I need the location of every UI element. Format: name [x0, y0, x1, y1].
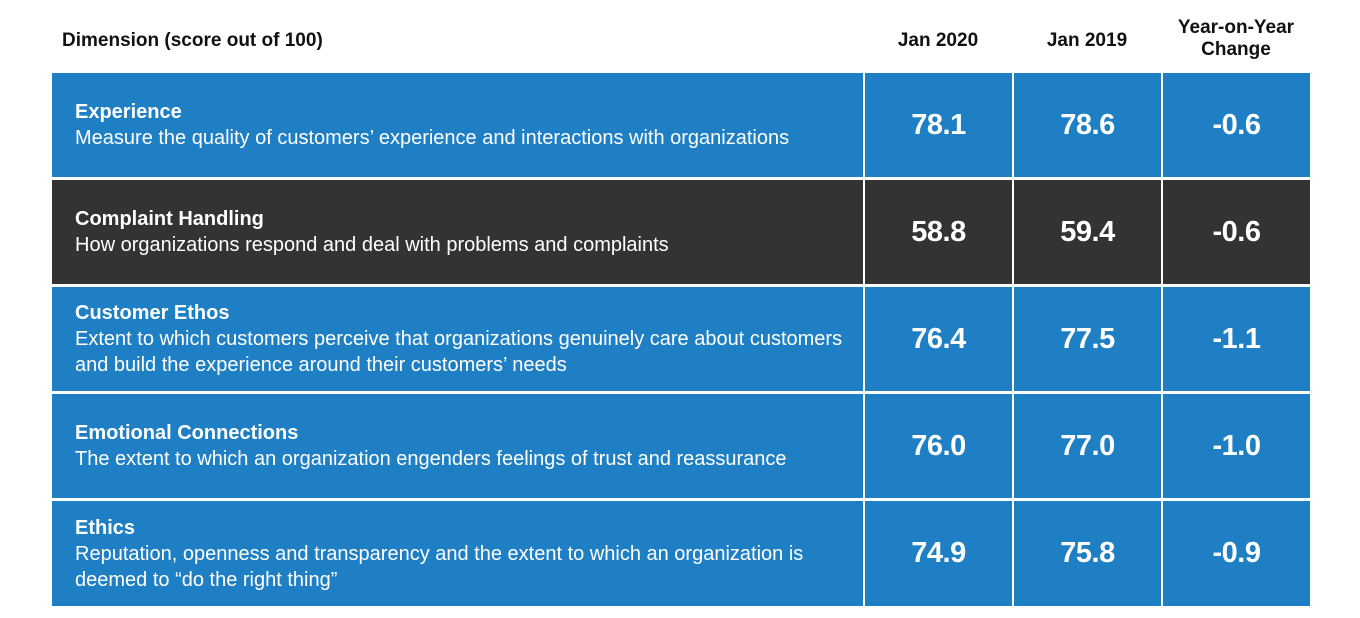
cell-jan-2019: 75.8: [1014, 501, 1161, 606]
header-yoy-line-1: Year-on-Year: [1177, 17, 1295, 38]
cell-jan-2019: 77.0: [1014, 394, 1161, 498]
cell-jan-2019: 59.4: [1014, 180, 1161, 284]
cell-jan-2019: 77.5: [1014, 287, 1161, 391]
header-yoy-line-2: Change: [1201, 39, 1271, 60]
table-row: Complaint Handling How organizations resp…: [52, 180, 1310, 284]
table-row: Emotional Connections The extent to which…: [52, 394, 1310, 498]
dimension-title: Customer Ethos: [75, 302, 230, 324]
cell-jan-2019: 78.6: [1014, 73, 1161, 177]
table-header: Dimension (score out of 100) Jan 2020 Ja…: [0, 0, 1360, 72]
cell-jan-2020: 76.0: [865, 394, 1012, 498]
cell-dimension: Customer Ethos Extent to which customers …: [52, 287, 863, 391]
cell-jan-2020: 74.9: [865, 501, 1012, 606]
dimension-description: Reputation, openness and transparency an…: [75, 542, 804, 591]
cell-dimension: Experience Measure the quality of custome…: [52, 73, 863, 177]
table-row: Customer Ethos Extent to which customers …: [52, 287, 1310, 391]
cell-jan-2020: 78.1: [865, 73, 1012, 177]
cell-jan-2020: 58.8: [865, 180, 1012, 284]
dimension-description: Extent to which customers perceive that …: [75, 328, 843, 376]
header-jan-2020: Jan 2020: [897, 30, 979, 51]
cell-dimension: Emotional Connections The extent to which…: [52, 394, 863, 498]
header-dimension: Dimension (score out of 100): [62, 30, 323, 51]
cell-yoy-change: -0.9: [1163, 501, 1310, 606]
cell-dimension: Complaint Handling How organizations resp…: [52, 180, 863, 284]
cell-jan-2020: 76.4: [865, 287, 1012, 391]
table-row: Ethics Reputation, openness and transpare…: [52, 501, 1310, 606]
cell-yoy-change: -1.0: [1163, 394, 1310, 498]
dimension-title: Experience: [75, 101, 182, 123]
dimension-description: The extent to which an organization enge…: [75, 448, 787, 470]
header-year-on-year-change: Year-on-Year Change: [1162, 17, 1310, 61]
header-jan-2019: Jan 2019: [1046, 30, 1128, 51]
dimension-title: Emotional Connections: [75, 422, 299, 444]
cell-yoy-change: -0.6: [1163, 180, 1310, 284]
dimension-title: Ethics: [75, 516, 136, 539]
cell-dimension: Ethics Reputation, openness and transpare…: [52, 501, 863, 606]
dimension-title: Complaint Handling: [75, 208, 264, 230]
dimension-description: Measure the quality of customers’ experi…: [75, 127, 790, 149]
cell-yoy-change: -0.6: [1163, 73, 1310, 177]
dimension-description: How organizations respond and deal with …: [75, 234, 669, 256]
cell-yoy-change: -1.1: [1163, 287, 1310, 391]
table-row: Experience Measure the quality of custome…: [52, 73, 1310, 177]
